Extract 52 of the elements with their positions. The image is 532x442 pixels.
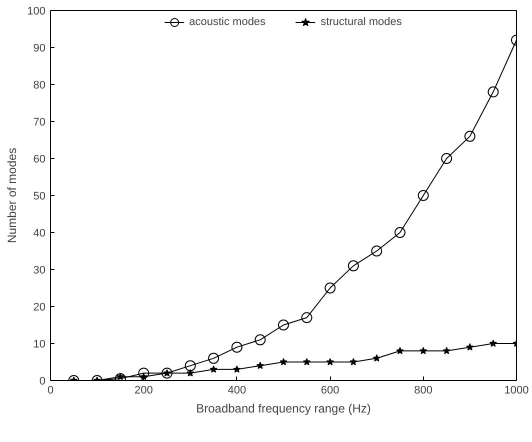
y-tick-label: 70 — [33, 116, 46, 128]
x-tick-label: 200 — [134, 384, 153, 396]
point — [488, 86, 499, 98]
point — [278, 320, 289, 330]
point — [301, 312, 312, 324]
point — [138, 368, 150, 379]
point — [442, 346, 450, 354]
point — [350, 358, 358, 366]
legend-label: acoustic modes — [189, 16, 266, 28]
point — [396, 346, 404, 354]
point — [489, 340, 498, 347]
x-tick-label: 800 — [414, 384, 432, 396]
point — [371, 246, 382, 256]
y-tick-label: 100 — [27, 6, 46, 18]
point — [210, 365, 218, 373]
point — [162, 368, 172, 379]
y-tick-label: 50 — [33, 190, 46, 202]
legend-label: structural modes — [320, 16, 402, 28]
point — [394, 227, 406, 238]
y-tick-label: 60 — [33, 154, 46, 166]
x-tick-label: 0 — [47, 384, 54, 396]
point — [418, 190, 429, 201]
point — [256, 362, 264, 370]
y-tick-label: 90 — [33, 42, 46, 54]
point — [348, 260, 359, 272]
x-tick-label: 600 — [320, 384, 340, 396]
point — [324, 282, 336, 294]
point — [208, 352, 220, 364]
point — [326, 358, 334, 366]
point — [186, 369, 194, 376]
point — [140, 372, 148, 380]
point — [302, 358, 311, 366]
y-tick-label: 0 — [39, 376, 46, 388]
y-axis-title: Number of modes — [5, 148, 20, 244]
point — [184, 360, 196, 372]
point — [419, 346, 428, 354]
point — [233, 365, 241, 373]
y-tick-label: 40 — [33, 228, 46, 240]
point — [231, 342, 242, 353]
point — [441, 153, 452, 164]
point — [372, 354, 381, 362]
y-tick-label: 20 — [33, 302, 46, 314]
x-tick-label: 400 — [228, 384, 246, 396]
y-tick-label: 10 — [33, 338, 46, 350]
y-tick-label: 80 — [33, 80, 46, 92]
point — [464, 130, 476, 142]
x-tick-label: 1000 — [504, 384, 529, 396]
point — [280, 358, 288, 366]
point — [254, 334, 266, 346]
y-tick-label: 30 — [33, 264, 46, 276]
point — [466, 343, 474, 351]
x-axis-title: Broadband frequency range (Hz) — [196, 402, 371, 416]
